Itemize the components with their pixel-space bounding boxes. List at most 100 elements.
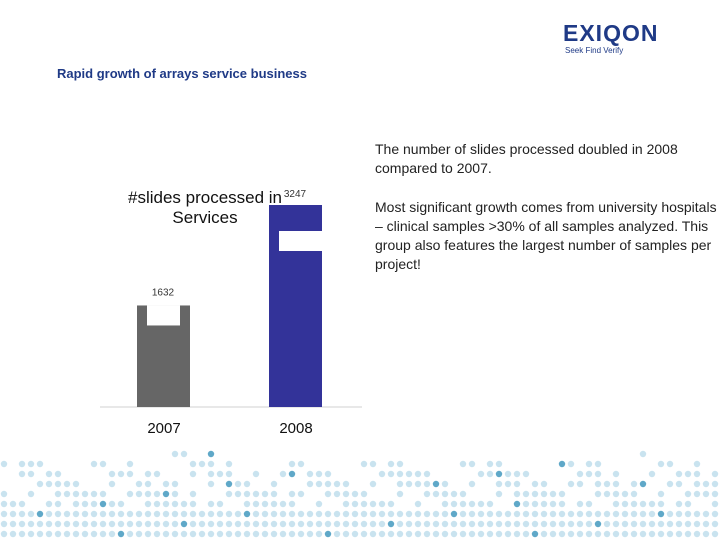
decorative-dot	[333, 490, 341, 498]
decorative-dot	[315, 520, 323, 528]
decorative-dot	[81, 530, 89, 538]
decorative-dot	[252, 500, 260, 508]
decorative-dot	[675, 520, 683, 528]
decorative-dot	[288, 470, 296, 478]
decorative-dot	[441, 510, 449, 518]
decorative-dot	[477, 500, 485, 508]
decorative-dot	[612, 520, 620, 528]
decorative-dot	[351, 520, 359, 528]
decorative-dot	[207, 520, 215, 528]
decorative-dot	[477, 520, 485, 528]
decorative-dot	[441, 490, 449, 498]
decorative-dot	[45, 480, 53, 488]
decorative-dot	[27, 490, 35, 498]
decorative-dot	[693, 530, 701, 538]
decorative-dot	[81, 520, 89, 528]
decorative-dot	[468, 530, 476, 538]
decorative-dot	[144, 530, 152, 538]
decorative-dot	[513, 510, 521, 518]
decorative-dot	[378, 530, 386, 538]
decorative-dot	[657, 530, 665, 538]
decorative-dot	[405, 530, 413, 538]
decorative-dot	[549, 490, 557, 498]
decorative-dot	[540, 480, 548, 488]
decorative-dot	[324, 510, 332, 518]
decorative-dot	[153, 490, 161, 498]
decorative-dot	[351, 510, 359, 518]
decorative-dot	[603, 520, 611, 528]
decorative-dot	[576, 510, 584, 518]
decorative-dot	[513, 500, 521, 508]
decorative-dot	[378, 510, 386, 518]
decorative-dot	[81, 510, 89, 518]
decorative-dot	[693, 470, 701, 478]
decorative-dot	[450, 520, 458, 528]
decorative-dot	[198, 510, 206, 518]
decorative-dot	[9, 520, 17, 528]
decorative-dot	[432, 490, 440, 498]
decorative-dot	[306, 530, 314, 538]
decorative-dot	[117, 520, 125, 528]
decorative-dot	[99, 460, 107, 468]
decorative-dot	[126, 520, 134, 528]
decorative-dot	[225, 460, 233, 468]
decorative-dot	[540, 510, 548, 518]
decorative-dot	[342, 480, 350, 488]
decorative-dot	[180, 520, 188, 528]
decorative-dot	[693, 490, 701, 498]
decorative-dot	[621, 490, 629, 498]
decorative-dot	[360, 510, 368, 518]
decorative-dot	[450, 510, 458, 518]
decorative-dot	[135, 530, 143, 538]
decorative-dot	[396, 520, 404, 528]
decorative-dot	[9, 510, 17, 518]
decorative-dot	[648, 530, 656, 538]
exiqon-logo: EXIQON Seek Find Verify	[563, 20, 698, 60]
decorative-dot	[162, 500, 170, 508]
decorative-dot	[342, 530, 350, 538]
decorative-dot	[666, 510, 674, 518]
decorative-dot	[36, 510, 44, 518]
decorative-dot	[414, 520, 422, 528]
decorative-dot	[477, 530, 485, 538]
decorative-dot	[576, 520, 584, 528]
decorative-dot	[648, 520, 656, 528]
decorative-dot	[360, 490, 368, 498]
decorative-dot	[117, 470, 125, 478]
decorative-dot	[99, 520, 107, 528]
decorative-dot	[207, 450, 215, 458]
decorative-dot	[486, 520, 494, 528]
decorative-dot	[711, 490, 719, 498]
decorative-dot	[522, 510, 530, 518]
decorative-dot	[387, 520, 395, 528]
decorative-dot	[72, 510, 80, 518]
decorative-dot	[702, 510, 710, 518]
decorative-dot	[648, 470, 656, 478]
decorative-dot	[540, 490, 548, 498]
decorative-dot	[639, 480, 647, 488]
decorative-dot	[243, 500, 251, 508]
decorative-dot	[279, 520, 287, 528]
decorative-dot	[378, 500, 386, 508]
decorative-dot	[99, 530, 107, 538]
decorative-dot	[45, 470, 53, 478]
decorative-dot	[153, 500, 161, 508]
decorative-dot	[585, 530, 593, 538]
decorative-dot	[630, 480, 638, 488]
decorative-dot	[36, 480, 44, 488]
decorative-dot	[567, 480, 575, 488]
decorative-dot	[594, 510, 602, 518]
decorative-dot	[171, 490, 179, 498]
decorative-dot	[522, 500, 530, 508]
decorative-dot	[621, 510, 629, 518]
decorative-dot	[711, 510, 719, 518]
decorative-dot	[27, 530, 35, 538]
decorative-dot	[387, 510, 395, 518]
decorative-dot	[504, 520, 512, 528]
decorative-dot	[441, 500, 449, 508]
decorative-dot	[531, 520, 539, 528]
decorative-dot	[675, 500, 683, 508]
decorative-dot	[279, 530, 287, 538]
decorative-dot	[18, 510, 26, 518]
decorative-dot	[450, 500, 458, 508]
